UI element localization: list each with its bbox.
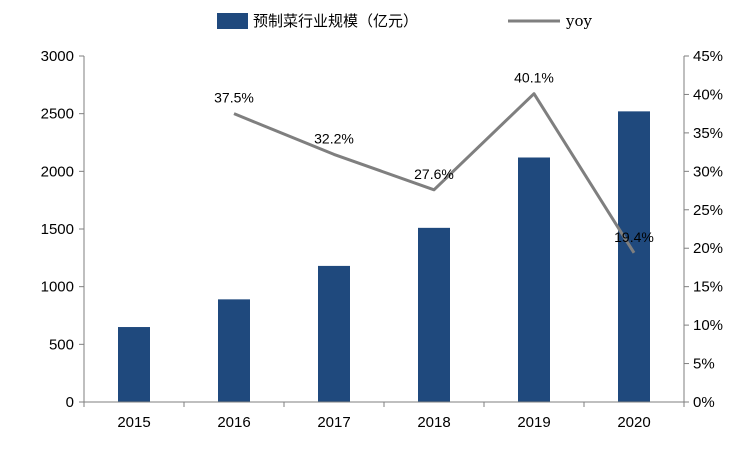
legend-label-bar: 预制菜行业规模（亿元） [253,12,418,30]
plot-area: 0 500 1000 1500 2000 2500 3000 0% 5% 10% 15% 20% 25%… [41,48,723,431]
x-tick-label: 2020 [617,414,650,431]
y-right-tick-label: 30% [693,163,723,180]
x-tick-label: 2015 [117,414,150,431]
y-left-tick-label: 1000 [41,279,74,296]
x-tick-label: 2019 [517,414,550,431]
bar-2019 [518,157,550,402]
legend-swatch-bar [217,13,248,29]
yoy-data-label: 19.4% [614,229,654,245]
legend-label-line: yoy [565,12,593,30]
legend: 预制菜行业规模（亿元） yoy [217,12,593,30]
bar-2017 [318,265,350,402]
y-left-tick-label: 1500 [41,221,74,238]
x-tick-label: 2018 [417,414,450,431]
y-left-tick-label: 3000 [41,48,74,65]
y-right-tick-label: 20% [693,240,723,257]
y-right-tick-label: 25% [693,202,723,219]
bar-2015 [118,327,150,402]
y-right-tick-label: 5% [693,356,715,373]
yoy-line [233,92,636,254]
yoy-data-label: 32.2% [314,130,354,146]
y-left-tick-label: 2500 [41,106,74,123]
y-right-tick-label: 40% [693,86,723,103]
x-tick-label: 2017 [317,414,350,431]
y-right-tick-label: 10% [693,317,723,334]
y-right-tick-label: 45% [693,48,723,65]
x-tick-label: 2016 [217,414,250,431]
y-right-tick-label: 35% [693,125,723,142]
y-left-tick-label: 0 [66,394,74,411]
y-left-tick-label: 500 [49,336,74,353]
bar-2016 [218,299,250,402]
bar-2018 [418,227,450,402]
y-left-tick-label: 2000 [41,163,74,180]
yoy-data-label: 27.6% [414,166,454,182]
yoy-data-label: 40.1% [514,70,554,86]
y-right-tick-label: 0% [693,394,715,411]
bar-2020 [618,111,650,403]
y-right-tick-label: 15% [693,279,723,296]
yoy-data-label: 37.5% [214,90,254,106]
